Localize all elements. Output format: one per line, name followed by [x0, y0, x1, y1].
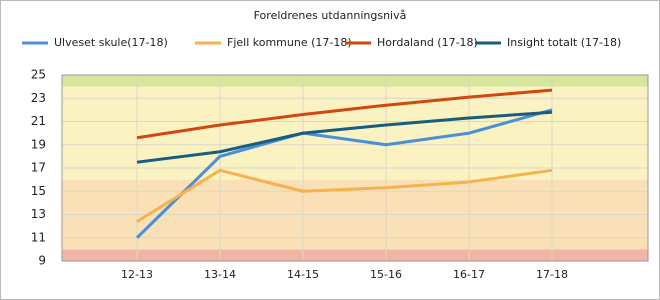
plot-border [61, 74, 649, 262]
x-tick-label: 13-14 [204, 268, 236, 281]
legend-label: Insight totalt (17-18) [507, 36, 621, 49]
x-tick-label: 14-15 [287, 268, 319, 281]
x-tick-label: 17-18 [536, 268, 568, 281]
background-band [62, 249, 648, 261]
y-tick-label: 9 [38, 254, 46, 268]
series-line [136, 88, 553, 140]
y-tick-label: 13 [31, 207, 46, 221]
y-tick-label: 25 [31, 68, 46, 82]
chart-title: Foreldrenes utdanningsnivå [254, 9, 407, 22]
series-line [136, 110, 553, 164]
y-tick-label: 23 [31, 91, 46, 105]
x-tick-label: 16-17 [453, 268, 485, 281]
legend-label: Hordaland (17-18) [377, 36, 478, 49]
legend-label: Fjell kommune (17-18) [227, 36, 352, 49]
background-band [62, 75, 648, 87]
x-tick-label: 12-13 [121, 268, 153, 281]
series-line [135, 108, 553, 239]
legend-label: Ulveset skule(17-18) [54, 36, 168, 49]
y-tick-label: 17 [31, 161, 46, 175]
y-tick-label: 11 [31, 230, 46, 244]
x-tick-label: 15-16 [370, 268, 402, 281]
series-line [136, 168, 553, 223]
y-tick-label: 19 [31, 137, 46, 151]
background-band [62, 86, 648, 180]
y-tick-label: 21 [31, 114, 46, 128]
y-tick-label: 15 [31, 184, 46, 198]
